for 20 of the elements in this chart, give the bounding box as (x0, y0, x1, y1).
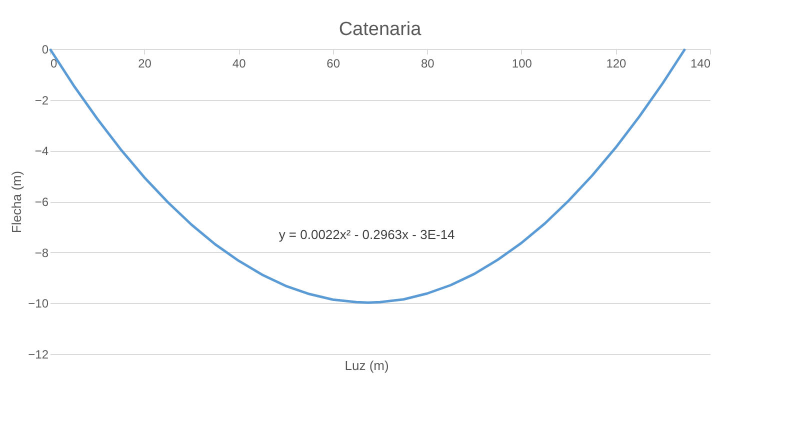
y-tick-label: −6 (34, 195, 49, 209)
x-tick-label: 40 (232, 56, 246, 70)
y-tick-label: 0 (42, 42, 49, 56)
x-tick-label: 80 (420, 56, 435, 70)
y-tick-label: −10 (28, 296, 49, 311)
y-tick-label: −4 (34, 144, 49, 158)
x-tick-label: 20 (138, 56, 152, 70)
y-tick-label: −2 (34, 93, 49, 108)
y-tick-label: −12 (28, 348, 49, 362)
y-axis-title: Flecha (m) (9, 170, 24, 234)
x-tick-label: 120 (606, 56, 627, 70)
x-tick-label: 140 (690, 56, 711, 70)
x-axis-title: Luz (m) (344, 358, 389, 373)
line-series (48, 48, 686, 304)
x-tick-label: 60 (326, 56, 340, 70)
x-tick-label: 0 (50, 56, 58, 70)
x-tick-label: 100 (512, 56, 532, 70)
chart-title: Catenaria (338, 19, 422, 40)
annotation: y = 0.0022x² - 0.2963x - 3E-14 (278, 227, 455, 242)
y-tick-label: −8 (34, 246, 49, 260)
